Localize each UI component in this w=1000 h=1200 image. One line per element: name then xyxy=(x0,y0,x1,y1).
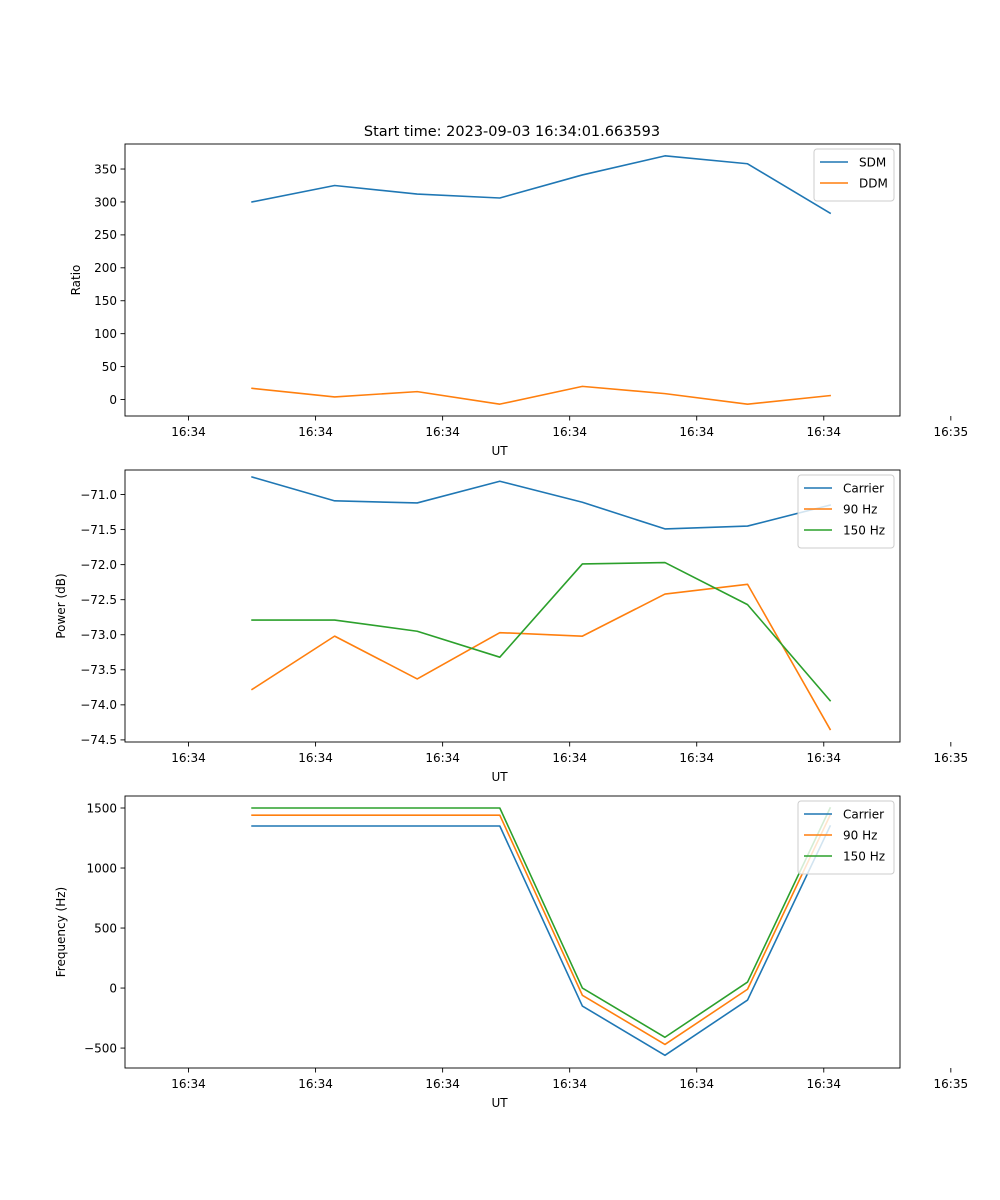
y-tick-label: −72.5 xyxy=(80,593,117,607)
y-tick-label: 1500 xyxy=(86,801,117,815)
y-tick-label: −73.0 xyxy=(80,628,117,642)
panels: 16:34 16:34 16:34 16:34 16:34 16:34 16:35 0 50 10… xyxy=(54,143,969,1110)
x-tick-label: 16:34 xyxy=(298,751,333,765)
x-tick-label: 16:34 xyxy=(806,1077,841,1091)
legend: Carrier 90 Hz 150 Hz xyxy=(797,800,895,875)
legend: Carrier 90 Hz 150 Hz xyxy=(797,474,895,549)
x-tick-label: 16:34 xyxy=(806,425,841,439)
x-tick-label: 16:34 xyxy=(552,425,587,439)
series-line-carrier xyxy=(251,476,832,530)
y-tick-label: 300 xyxy=(94,195,117,209)
legend-label: Carrier xyxy=(843,808,884,822)
legend: SDM DDM xyxy=(813,148,895,202)
x-tick-label: 16:34 xyxy=(425,751,460,765)
y-tick-label: −72.0 xyxy=(80,558,117,572)
x-tick-label: 16:34 xyxy=(298,425,333,439)
series-line-90-hz xyxy=(251,814,832,1046)
y-tick-label: −74.5 xyxy=(80,733,117,747)
legend-label: 150 Hz xyxy=(843,524,885,538)
y-tick-label: −71.0 xyxy=(80,488,117,502)
axes-frame xyxy=(124,143,901,417)
x-axis-label: UT xyxy=(491,770,508,784)
x-axis-label: UT xyxy=(491,1096,508,1110)
y-tick-label: −500 xyxy=(84,1041,117,1055)
x-tick-label: 16:34 xyxy=(171,751,206,765)
x-tick-label: 16:34 xyxy=(171,425,206,439)
axes-frame xyxy=(124,469,901,743)
y-tick-label: −74.0 xyxy=(80,698,117,712)
y-tick-label: 500 xyxy=(94,921,117,935)
x-tick-label: 16:34 xyxy=(679,425,714,439)
panel-power: 16:34 16:34 16:34 16:34 16:34 16:34 16:35 −74.5… xyxy=(54,469,969,784)
legend-label: 150 Hz xyxy=(843,850,885,864)
legend-label: 90 Hz xyxy=(843,829,877,843)
series-line-90-hz xyxy=(250,583,832,731)
y-axis-label: Ratio xyxy=(69,265,83,296)
series-line-carrier xyxy=(251,824,832,1057)
panel-frequency: 16:34 16:34 16:34 16:34 16:34 16:34 16:35 −500 0… xyxy=(54,795,969,1110)
x-tick-label: 16:34 xyxy=(679,751,714,765)
y-tick-label: −73.5 xyxy=(80,663,117,677)
x-tick-label: 16:35 xyxy=(934,751,969,765)
y-tick-label: 150 xyxy=(94,294,117,308)
x-tick-label: 16:34 xyxy=(425,425,460,439)
y-axis-label: Frequency (Hz) xyxy=(54,887,68,978)
series-line-150-hz xyxy=(251,806,832,1039)
legend-label: 90 Hz xyxy=(843,503,877,517)
figure-title: Start time: 2023-09-03 16:34:01.663593 xyxy=(364,124,660,140)
y-tick-label: 0 xyxy=(109,981,117,995)
y-tick-label: 350 xyxy=(94,162,117,176)
x-tick-label: 16:35 xyxy=(934,1077,969,1091)
y-tick-label: 1000 xyxy=(86,861,117,875)
x-tick-label: 16:35 xyxy=(934,425,969,439)
axes-frame xyxy=(124,795,901,1069)
y-tick-label: −71.5 xyxy=(80,523,117,537)
y-tick-label: 200 xyxy=(94,261,117,275)
x-tick-label: 16:34 xyxy=(171,1077,206,1091)
y-tick-label: 0 xyxy=(109,393,117,407)
y-tick-label: 50 xyxy=(102,360,117,374)
x-tick-label: 16:34 xyxy=(425,1077,460,1091)
series-line-150-hz xyxy=(251,561,832,702)
x-tick-label: 16:34 xyxy=(552,1077,587,1091)
legend-label: Carrier xyxy=(843,482,884,496)
x-axis-label: UT xyxy=(491,444,508,458)
legend-label: SDM xyxy=(859,156,886,170)
series-line-ddm xyxy=(251,385,831,405)
y-axis-label: Power (dB) xyxy=(54,573,68,638)
y-tick-label: 250 xyxy=(94,228,117,242)
y-tick-label: 100 xyxy=(94,327,117,341)
x-tick-label: 16:34 xyxy=(552,751,587,765)
series-line-sdm xyxy=(251,155,832,215)
x-tick-label: 16:34 xyxy=(806,751,841,765)
x-tick-label: 16:34 xyxy=(679,1077,714,1091)
panel-ratio: 16:34 16:34 16:34 16:34 16:34 16:34 16:35 0 50 10… xyxy=(69,143,969,458)
x-tick-label: 16:34 xyxy=(298,1077,333,1091)
legend-label: DDM xyxy=(859,177,888,191)
